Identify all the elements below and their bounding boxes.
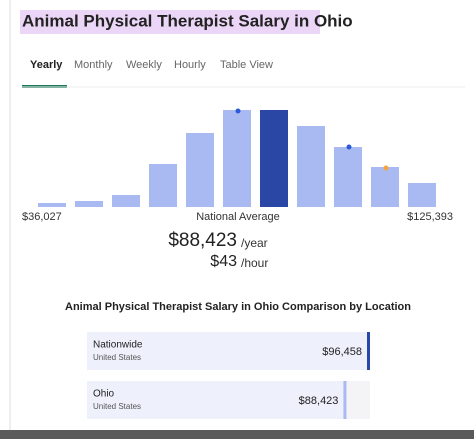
page-title: Animal Physical Therapist Salary in Ohio (22, 11, 353, 30)
tab[interactable]: Weekly (126, 59, 162, 71)
bar (371, 167, 399, 207)
hourly-unit: /hour (241, 256, 268, 270)
bar (75, 201, 103, 207)
x-tick-label: $36,027 (22, 211, 62, 223)
bar-end (343, 381, 347, 419)
value-label: $88,423 (299, 395, 339, 407)
tab[interactable]: Hourly (174, 59, 206, 71)
yearly-salary: $88,423 (168, 230, 237, 251)
comparison: Animal Physical Therapist Salary in Ohio… (65, 301, 411, 419)
comparison-title: Animal Physical Therapist Salary in Ohio… (65, 301, 411, 313)
bar-end (367, 332, 370, 370)
bar (223, 110, 251, 207)
marker-dot (383, 165, 389, 171)
marker-dot (346, 144, 352, 150)
bar (186, 133, 214, 207)
bar (112, 195, 140, 207)
yearly-unit: /year (241, 236, 268, 250)
tab[interactable]: Table View (220, 59, 273, 71)
histogram: $36,027 $125,393 National Average (22, 110, 453, 223)
title-highlight (20, 10, 320, 34)
location-sub: United States (93, 353, 141, 362)
location-name: Nationwide (93, 340, 143, 351)
x-tick-label: $125,393 (407, 211, 453, 223)
bar (334, 147, 362, 207)
annotation: National Average (196, 211, 280, 223)
tab[interactable]: Monthly (74, 59, 113, 71)
frame-bottom (0, 430, 474, 439)
bar (297, 126, 325, 207)
bar-fill (87, 332, 370, 370)
bar-fill (87, 381, 347, 419)
location-name: Ohio (93, 389, 115, 400)
location-sub: United States (93, 402, 141, 411)
marker-dot (235, 108, 241, 114)
tab[interactable]: Yearly (30, 59, 63, 71)
bar (408, 183, 436, 207)
bar (38, 203, 66, 207)
bar (260, 110, 288, 207)
hourly-salary: $43 (210, 253, 237, 270)
bar (149, 164, 177, 207)
value-label: $96,458 (322, 346, 362, 358)
